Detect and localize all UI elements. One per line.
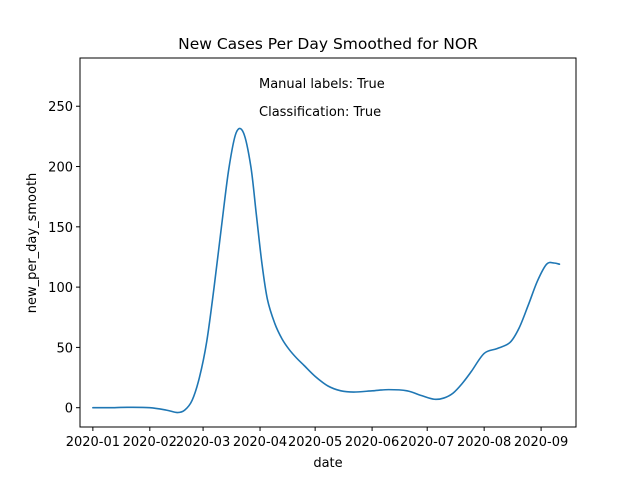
series-line <box>92 127 561 414</box>
chart-title: New Cases Per Day Smoothed for NOR <box>178 35 478 53</box>
y-tick-label: 0 <box>65 402 73 417</box>
annotation-classification: Classification: True <box>259 105 381 120</box>
plot-area-frame <box>79 57 577 428</box>
y-tick-label: 50 <box>56 341 73 356</box>
y-tick-label: 250 <box>48 100 73 115</box>
x-tick-label: 2020-06 <box>345 435 399 450</box>
x-tick-label: 2020-07 <box>400 435 454 450</box>
annotation-manual-labels: Manual labels: True <box>259 77 385 92</box>
x-tick-label: 2020-08 <box>457 435 511 450</box>
y-tick-label: 150 <box>48 221 73 236</box>
x-tick-label: 2020-04 <box>233 435 287 450</box>
y-axis-ticks: 0 50 100 150 200 250 <box>48 100 80 417</box>
y-tick-label: 100 <box>48 281 73 296</box>
y-axis-title: new_per_day_smooth <box>25 173 40 314</box>
x-tick-label: 2020-05 <box>288 435 342 450</box>
x-tick-label: 2020-02 <box>123 435 177 450</box>
x-tick-label: 2020-01 <box>66 435 120 450</box>
x-tick-label: 2020-09 <box>514 435 568 450</box>
y-tick-label: 200 <box>48 161 73 176</box>
x-tick-label: 2020-03 <box>176 435 230 450</box>
x-axis-title: date <box>313 456 342 471</box>
